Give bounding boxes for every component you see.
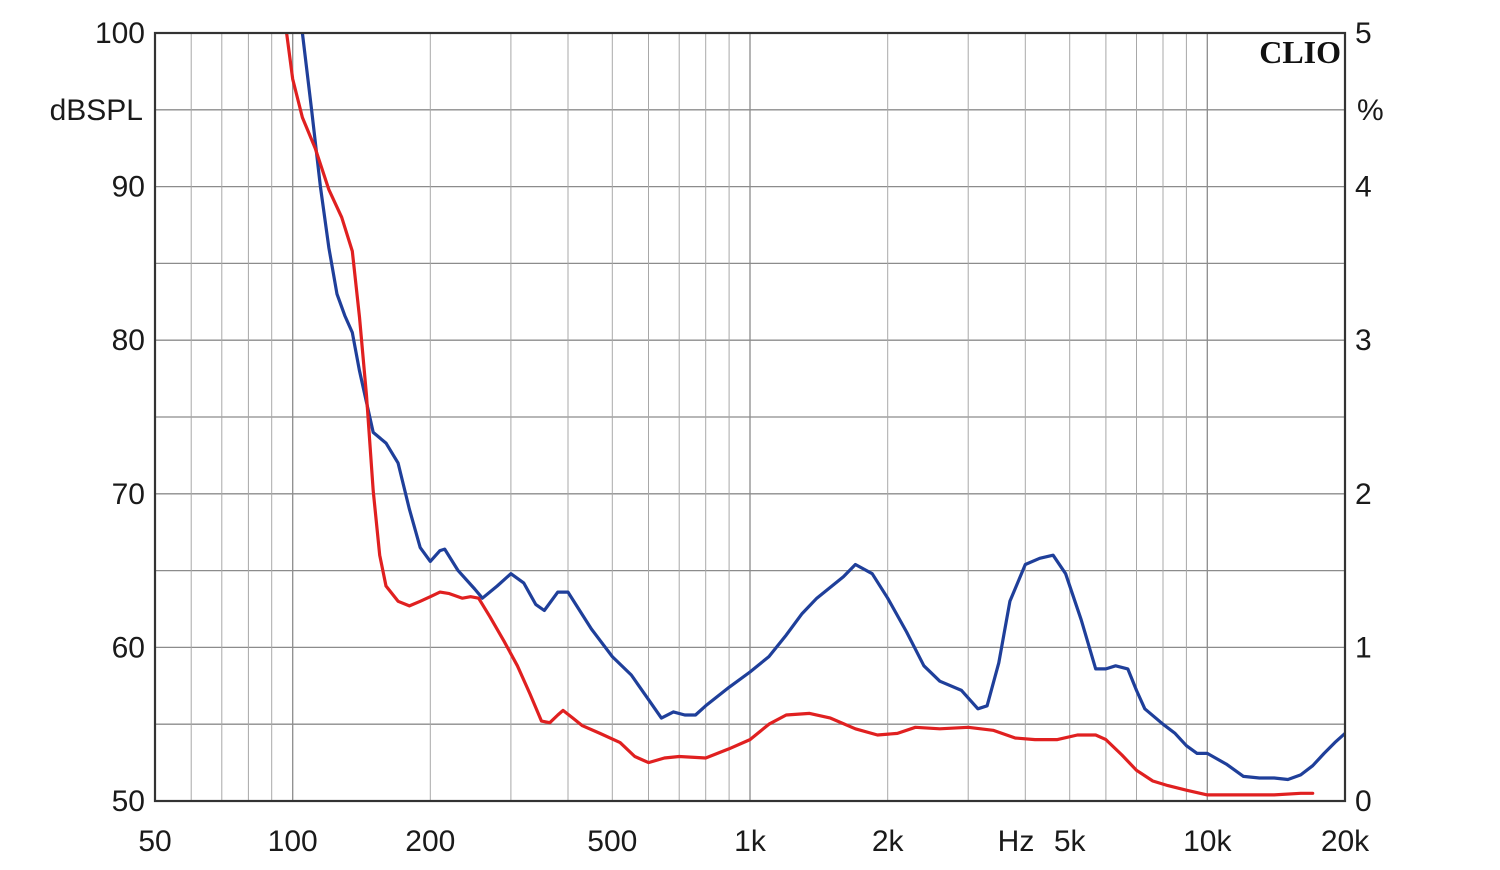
y-right-tick-label: 0 [1355,785,1372,818]
y-right-tick-label: 1 [1355,631,1372,664]
x-unit-label: Hz [998,825,1035,858]
x-tick-label: 20k [1321,825,1370,858]
axis-labels: 50 60 70 80 90 100 0 1 2 3 4 5 50 100 200 500 1k 2k 5k 10k 2… [95,17,1372,858]
y-right-tick-label: 3 [1355,324,1372,357]
series-line-1 [300,33,1345,782]
plot-frame [153,31,1347,803]
x-tick-label: 2k [872,825,905,858]
y-left-tick-label: 50 [112,785,145,818]
y-left-tick-label: 60 [112,631,145,664]
grid [154,32,1346,802]
x-tick-label: 100 [268,825,318,858]
x-tick-label: 500 [587,825,637,858]
y-left-tick-label: 100 [95,17,145,50]
y-left-tick-label: 80 [112,324,145,357]
y-right-unit-label: % [1357,94,1384,127]
series-line-2 [285,33,1315,797]
x-tick-label: 5k [1054,825,1087,858]
x-tick-label: 50 [138,825,171,858]
x-tick-label: 10k [1183,825,1232,858]
y-left-unit-label: dBSPL [50,94,143,127]
x-tick-label: 200 [405,825,455,858]
series-layer [285,33,1345,797]
y-right-tick-label: 2 [1355,478,1372,511]
y-right-tick-label: 4 [1355,171,1372,204]
brand-logo: CLIO [1259,34,1341,70]
x-tick-label: 1k [734,825,767,858]
y-left-tick-label: 90 [112,171,145,204]
y-right-tick-label: 5 [1355,17,1372,50]
y-left-tick-label: 70 [112,478,145,511]
